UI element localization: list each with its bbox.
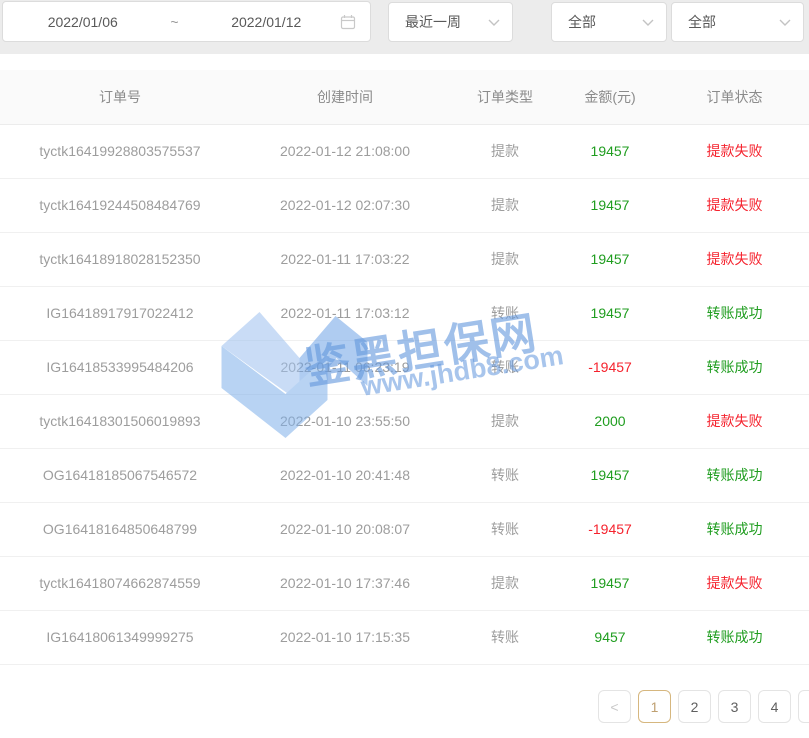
- table-row: IG16418061349999275 2022-01-10 17:15:35 …: [0, 611, 809, 665]
- table-header-row: 订单号 创建时间 订单类型 金额(元) 订单状态: [0, 70, 809, 125]
- col-amount: 金额(元): [584, 89, 636, 105]
- created-time-cell: 2022-01-10 23:55:50: [280, 413, 410, 429]
- order-type-cell: 提款: [491, 143, 519, 159]
- col-created: 创建时间: [317, 89, 373, 105]
- page-button[interactable]: 1: [638, 690, 671, 723]
- pagination: < 1 2 3 4: [598, 690, 809, 723]
- order-no-cell: OG16418164850648799: [42, 521, 198, 537]
- order-no-cell: tyctk16419928803575537: [39, 143, 201, 159]
- order-no-cell: tyctk16418301506019893: [39, 413, 201, 429]
- date-range-picker[interactable]: 2022/01/06 ~ 2022/01/12: [2, 1, 371, 42]
- amount-cell: 19457: [590, 251, 630, 267]
- status-cell: 提款失败: [706, 251, 763, 267]
- table-row: tyctk16418918028152350 2022-01-11 17:03:…: [0, 233, 809, 287]
- amount-cell: 9457: [594, 629, 626, 645]
- created-time-cell: 2022-01-12 02:07:30: [280, 197, 410, 213]
- status-cell: 转账成功: [706, 305, 763, 321]
- chevron-down-icon: [488, 19, 500, 26]
- status-cell: 提款失败: [706, 413, 763, 429]
- quick-range-select[interactable]: 最近一周: [388, 2, 513, 42]
- order-type-cell: 转账: [491, 305, 519, 321]
- order-status-value: 全部: [688, 14, 716, 30]
- col-order-type: 订单类型: [477, 89, 533, 105]
- order-type-cell: 提款: [491, 413, 519, 429]
- created-time-cell: 2022-01-10 20:08:07: [280, 521, 410, 537]
- order-type-cell: 提款: [491, 197, 519, 213]
- order-type-cell: 转账: [491, 629, 519, 645]
- amount-cell: 19457: [590, 575, 630, 591]
- order-no-cell: IG16418061349999275: [46, 629, 194, 645]
- calendar-icon: [340, 14, 356, 30]
- created-time-cell: 2022-01-12 21:08:00: [280, 143, 410, 159]
- status-cell: 转账成功: [706, 629, 763, 645]
- col-status: 订单状态: [706, 89, 763, 105]
- table-row: tyctk16418301506019893 2022-01-10 23:55:…: [0, 395, 809, 449]
- status-cell: 转账成功: [706, 521, 763, 537]
- filter-bar: 2022/01/06 ~ 2022/01/12 最近一周 全部 全部: [0, 0, 809, 54]
- col-order-no: 订单号: [99, 89, 141, 105]
- end-date-value: 2022/01/12: [231, 13, 302, 30]
- order-no-cell: IG16418917917022412: [46, 305, 194, 321]
- date-range-separator: ~: [170, 13, 179, 30]
- order-no-cell: tyctk16418918028152350: [39, 251, 201, 267]
- table-row: IG16418533995484206 2022-01-11 06:23:19 …: [0, 341, 809, 395]
- order-type-select[interactable]: 全部: [551, 2, 667, 42]
- order-type-cell: 转账: [491, 521, 519, 537]
- status-cell: 提款失败: [706, 197, 763, 213]
- amount-cell: 19457: [590, 197, 630, 213]
- table-row: OG16418185067546572 2022-01-10 20:41:48 …: [0, 449, 809, 503]
- table-row: tyctk16418074662874559 2022-01-10 17:37:…: [0, 557, 809, 611]
- amount-cell: 19457: [590, 467, 630, 483]
- amount-cell: -19457: [588, 359, 632, 375]
- created-time-cell: 2022-01-11 17:03:12: [280, 305, 410, 321]
- amount-cell: 19457: [590, 143, 630, 159]
- order-type-value: 全部: [568, 14, 596, 30]
- table-row: OG16418164850648799 2022-01-10 20:08:07 …: [0, 503, 809, 557]
- start-date-value: 2022/01/06: [47, 13, 118, 30]
- created-time-cell: 2022-01-11 06:23:19: [280, 359, 410, 375]
- chevron-down-icon: [642, 19, 654, 26]
- status-cell: 转账成功: [706, 359, 763, 375]
- amount-cell: -19457: [588, 521, 632, 537]
- order-type-cell: 提款: [491, 251, 519, 267]
- order-no-cell: tyctk16419244508484769: [39, 197, 201, 213]
- amount-cell: 2000: [594, 413, 626, 429]
- created-time-cell: 2022-01-10 20:41:48: [280, 467, 410, 483]
- order-no-cell: IG16418533995484206: [46, 359, 194, 375]
- next-page-button[interactable]: [798, 690, 809, 723]
- table-row: tyctk16419244508484769 2022-01-12 02:07:…: [0, 179, 809, 233]
- prev-page-button[interactable]: <: [598, 690, 631, 723]
- amount-cell: 19457: [590, 305, 630, 321]
- page-button[interactable]: 3: [718, 690, 751, 723]
- order-type-cell: 转账: [491, 467, 519, 483]
- table-row: IG16418917917022412 2022-01-11 17:03:12 …: [0, 287, 809, 341]
- order-type-cell: 提款: [491, 575, 519, 591]
- order-type-cell: 转账: [491, 359, 519, 375]
- order-status-select[interactable]: 全部: [671, 2, 804, 42]
- page-button[interactable]: 2: [678, 690, 711, 723]
- order-no-cell: tyctk16418074662874559: [39, 575, 201, 591]
- status-cell: 提款失败: [706, 575, 763, 591]
- order-no-cell: OG16418185067546572: [42, 467, 198, 483]
- quick-range-value: 最近一周: [405, 14, 461, 30]
- chevron-down-icon: [779, 19, 791, 26]
- table-row: tyctk16419928803575537 2022-01-12 21:08:…: [0, 125, 809, 179]
- created-time-cell: 2022-01-11 17:03:22: [280, 251, 410, 267]
- status-cell: 提款失败: [706, 143, 763, 159]
- status-cell: 转账成功: [706, 467, 763, 483]
- created-time-cell: 2022-01-10 17:37:46: [280, 575, 410, 591]
- orders-table: 订单号 创建时间 订单类型 金额(元) 订单状态 tyctk1641992880…: [0, 70, 809, 665]
- created-time-cell: 2022-01-10 17:15:35: [280, 629, 410, 645]
- page-button[interactable]: 4: [758, 690, 791, 723]
